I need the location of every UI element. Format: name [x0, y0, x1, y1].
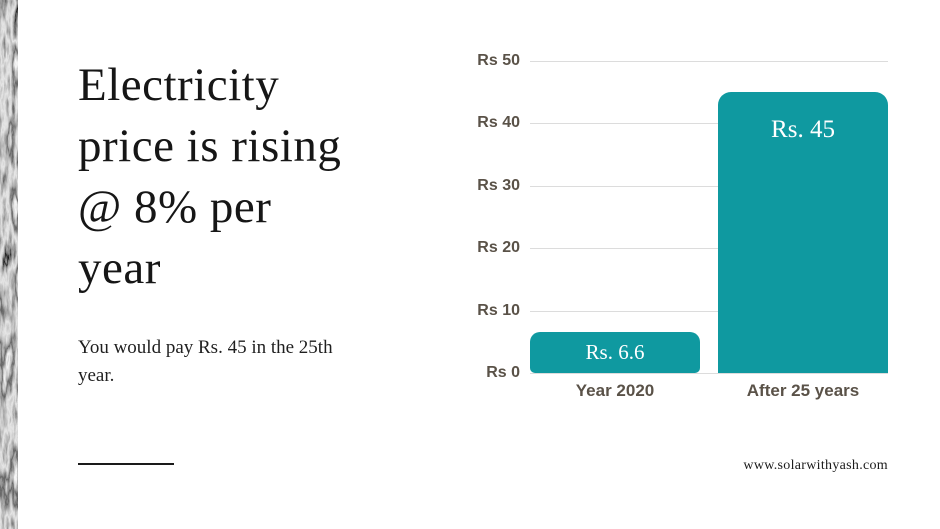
bar-after-25-years: Rs. 45 — [718, 92, 888, 373]
title-line-1: Electricity — [78, 59, 280, 111]
gridline-20 — [530, 248, 888, 250]
y-tick-10: Rs 10 — [477, 301, 520, 319]
bar-value-label: Rs. 45 — [771, 116, 835, 144]
y-tick-50: Rs 50 — [477, 52, 520, 69]
gridline-10 — [530, 310, 888, 312]
page-title: Electricity price is rising @ 8% per yea… — [78, 55, 458, 299]
y-tick-30: Rs 30 — [477, 176, 520, 194]
gridline-50 — [530, 61, 888, 62]
gridline-40 — [530, 123, 888, 125]
y-tick-40: Rs 40 — [477, 114, 520, 132]
x-axis-category-labels: Year 2020 After 25 years — [530, 381, 888, 401]
bar-year-2020: Rs. 6.6 — [530, 331, 700, 373]
bar-value-label: Rs. 6.6 — [585, 339, 645, 364]
website-url: www.solarwithyash.com — [743, 458, 888, 473]
title-line-3: @ 8% per — [78, 181, 272, 233]
x-label-year-2020: Year 2020 — [575, 381, 655, 400]
marble-texture-image — [0, 0, 18, 529]
y-tick-20: Rs 20 — [477, 239, 520, 257]
subtitle-text: You would pay Rs. 45 in the 25th year. — [78, 337, 333, 386]
plot-area: Rs. 6.6 Rs. 45 — [530, 61, 888, 374]
gridline-0 — [530, 373, 888, 374]
gridline-30 — [530, 185, 888, 187]
y-axis-tick-labels: Rs 50 Rs 40 Rs 30 Rs 20 Rs 10 Rs 0 — [420, 52, 520, 381]
title-line-4: year — [78, 242, 161, 294]
y-tick-0: Rs 0 — [486, 364, 520, 381]
x-label-after-25-years: After 25 years — [746, 381, 860, 400]
title-line-2: price is rising — [78, 120, 342, 172]
divider-line — [78, 463, 174, 465]
